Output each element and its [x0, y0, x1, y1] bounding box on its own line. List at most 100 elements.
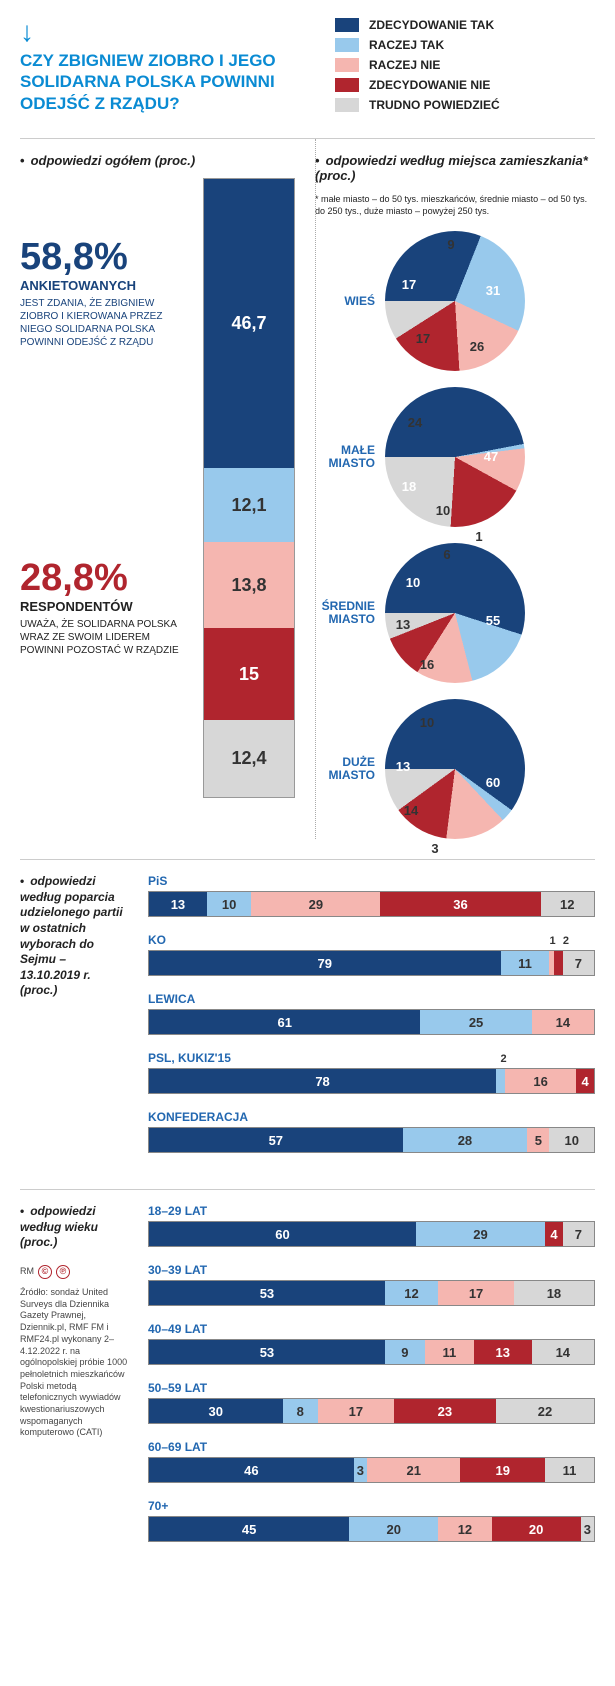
bar-title: KONFEDERACJA: [148, 1110, 595, 1124]
pie-row: WIEŚ312617179: [315, 231, 595, 371]
bar-segment: 19: [460, 1458, 545, 1482]
bar-segment: 11: [425, 1340, 474, 1364]
bar-ext-label: 1: [550, 935, 556, 947]
pie-value: 47: [479, 449, 503, 464]
bar-segment: 45: [149, 1517, 349, 1541]
pie-label: MAŁE MIASTO: [315, 444, 375, 470]
stacked-bar: 5728510: [148, 1127, 595, 1153]
stacked-bar: 463211911: [148, 1457, 595, 1483]
copyright-icon: ©: [38, 1265, 52, 1279]
pie-value: 16: [415, 657, 439, 672]
bar-group: 70+452012203: [148, 1499, 595, 1542]
pie-label: ŚREDNIE MIASTO: [315, 600, 375, 626]
pie-value: 60: [481, 775, 505, 790]
stack-segment: 12,1: [204, 468, 294, 543]
legend-item: ZDECYDOWANIE TAK: [335, 18, 595, 32]
byplace-title: odpowiedzi według miejsca zamieszkania* …: [315, 153, 595, 183]
bar-title: KO: [148, 933, 595, 947]
callout-no: 28,8% RESPONDENTÓW UWAŻA, ŻE SOLIDARNA P…: [20, 559, 191, 657]
pie-value-ext: 1: [467, 529, 491, 544]
bar-group: 40–49 LAT 539111314: [148, 1322, 595, 1365]
overall-title: odpowiedzi ogółem (proc.): [20, 153, 295, 168]
bar-group: 30–39 LAT53121718: [148, 1263, 595, 1306]
bar-segment: 46: [149, 1458, 354, 1482]
pie-value: 55: [481, 613, 505, 628]
pie-row: MAŁE MIASTO471018241: [315, 387, 595, 527]
bar-segment: 25: [420, 1010, 531, 1034]
pie-value: 17: [397, 277, 421, 292]
stack-segment: 13,8: [204, 542, 294, 627]
bar-segment: 20: [492, 1517, 581, 1541]
bar-segment: [554, 951, 563, 975]
bar-segment: 3: [581, 1517, 594, 1541]
bar-segment: 53: [149, 1340, 385, 1364]
bar-segment: 7: [563, 951, 594, 975]
callout-yes: 58,8% ANKIETOWANYCH JEST ZDANIA, ŻE ZBIG…: [20, 238, 191, 349]
bar-segment: 22: [496, 1399, 594, 1423]
bar-segment: 30: [149, 1399, 283, 1423]
bar-title: 18–29 LAT: [148, 1204, 595, 1218]
pie-value: 10: [415, 715, 439, 730]
bar-segment: 53: [149, 1281, 385, 1305]
overall-stacked-bar: 46,712,113,81512,4: [203, 178, 295, 798]
pie-value: 10: [401, 575, 425, 590]
stacked-bar: 539111314: [148, 1339, 595, 1365]
pie-value: 24: [403, 415, 427, 430]
bar-segment: 79: [149, 951, 501, 975]
pie-value: 13: [391, 617, 415, 632]
pie-label: DUŻE MIASTO: [315, 756, 375, 782]
stack-segment: 46,7: [204, 179, 294, 468]
bar-group: 18–29 LAT602947: [148, 1204, 595, 1247]
byplace-note: * małe miasto – do 50 tys. mieszkańców, …: [315, 193, 595, 217]
bar-group: KO 7911 712: [148, 933, 595, 976]
bar-segment: 12: [541, 892, 594, 916]
pie-value-ext: 3: [423, 841, 447, 856]
bar-segment: 5: [527, 1128, 549, 1152]
pie-chart: 55 16 13 10 6: [385, 543, 525, 683]
bar-segment: 13: [474, 1340, 532, 1364]
bar-segment: 12: [385, 1281, 438, 1305]
p-icon: ℗: [56, 1265, 70, 1279]
bar-title: PiS: [148, 874, 595, 888]
stacked-bar: 53121718: [148, 1280, 595, 1306]
legend: ZDECYDOWANIE TAKRACZEJ TAKRACZEJ NIEZDEC…: [335, 18, 595, 118]
pie-value: 10: [431, 503, 455, 518]
bar-segment: 11: [501, 951, 550, 975]
byparty-title: odpowiedzi według poparcia udzielonego p…: [20, 874, 128, 999]
pie-chart: 601413103: [385, 699, 525, 839]
bar-group: PiS1310293612: [148, 874, 595, 917]
pie-value: 6: [435, 547, 459, 562]
bar-title: 40–49 LAT: [148, 1322, 595, 1336]
bar-segment: 57: [149, 1128, 403, 1152]
arrow-icon: ↓: [20, 18, 305, 46]
pie-value: 18: [397, 479, 421, 494]
bar-segment: 17: [438, 1281, 514, 1305]
bar-segment: 3: [354, 1458, 367, 1482]
bar-group: 60–69 LAT 463211911: [148, 1440, 595, 1483]
legend-item: RACZEJ TAK: [335, 38, 595, 52]
bar-segment: 23: [394, 1399, 496, 1423]
bar-ext-label: 2: [563, 935, 569, 947]
bar-segment: 14: [532, 1340, 594, 1364]
stack-segment: 15: [204, 628, 294, 721]
legend-item: TRUDNO POWIEDZIEĆ: [335, 98, 595, 112]
bar-segment: 9: [385, 1340, 425, 1364]
bar-title: 60–69 LAT: [148, 1440, 595, 1454]
pie-value: 17: [411, 331, 435, 346]
bar-group: 50–59 LAT308172322: [148, 1381, 595, 1424]
bar-segment: 78: [149, 1069, 496, 1093]
bar-segment: 13: [149, 892, 207, 916]
credits: RM ©℗ Źródło: sondaż United Surveys dla …: [20, 1265, 128, 1439]
pie-value: 9: [439, 237, 463, 252]
legend-item: RACZEJ NIE: [335, 58, 595, 72]
pie-row: ŚREDNIE MIASTO 55 16 13 10 6: [315, 543, 595, 683]
bar-title: LEWICA: [148, 992, 595, 1006]
bar-segment: 12: [438, 1517, 491, 1541]
age-bars: 18–29 LAT602947 30–39 LAT53121718 40–49 LA…: [148, 1204, 595, 1558]
pie-value: 26: [465, 339, 489, 354]
byage-title: odpowiedzi według wieku (proc.): [20, 1204, 128, 1251]
bar-segment: [496, 1069, 505, 1093]
bar-segment: 10: [549, 1128, 594, 1152]
bar-group: PSL, KUKIZ'15781642: [148, 1051, 595, 1094]
bar-group: KONFEDERACJA 5728510: [148, 1110, 595, 1153]
